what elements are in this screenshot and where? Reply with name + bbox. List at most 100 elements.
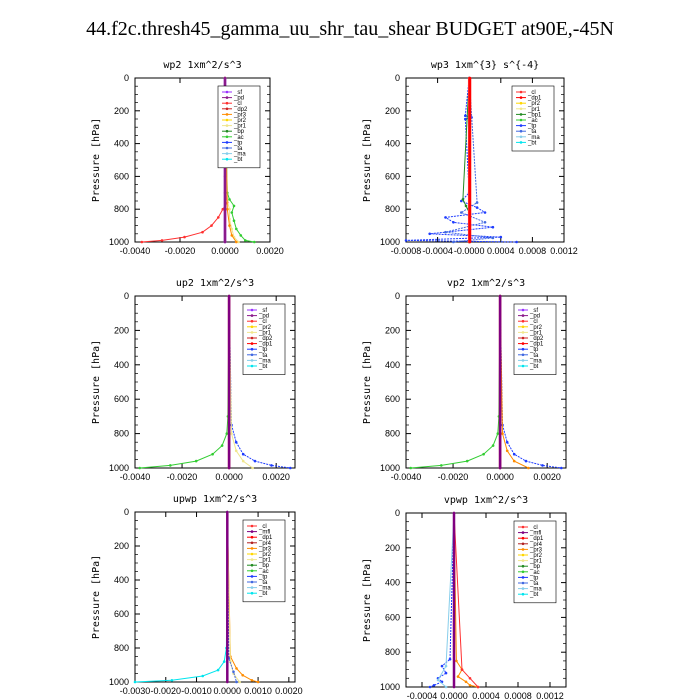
series-point <box>432 684 436 687</box>
x-tick-label: -0.0020 <box>167 472 198 482</box>
series-point <box>226 207 229 211</box>
x-tick-label: 0.0000 <box>215 472 243 482</box>
series-point <box>230 432 233 435</box>
series-point <box>235 680 238 684</box>
series-point <box>499 235 503 239</box>
series-point <box>501 432 504 435</box>
series-line <box>141 78 228 243</box>
series-point <box>498 294 502 298</box>
y-tick-label: 600 <box>114 609 129 619</box>
legend-marker <box>521 336 525 340</box>
series-point <box>223 76 227 80</box>
legend-entry: _dp1 <box>258 535 273 541</box>
series-point <box>476 685 480 689</box>
x-tick-label: 0.0004 <box>487 246 515 256</box>
series-line <box>410 295 501 469</box>
x-tick-label: 0.0000 <box>214 686 242 696</box>
y-tick-label: 600 <box>385 612 400 622</box>
legend-entry: _sf <box>233 90 242 96</box>
legend-entry: _ma <box>258 586 271 592</box>
legend-entry: _cl <box>529 525 538 531</box>
legend-marker <box>521 553 525 557</box>
y-tick-label: 0 <box>395 291 400 301</box>
panel-title: upwp 1xm^2/s^3 <box>173 494 257 505</box>
legend-entry: _tp <box>527 124 537 130</box>
series-point <box>541 464 544 467</box>
series-point <box>235 227 238 231</box>
legend-entry: _pr2 <box>258 552 272 558</box>
legend-entry: _pd <box>529 314 540 320</box>
legend-box <box>513 520 557 604</box>
chart-panel-3: up2 1xm^2/s^3 Pressure [hPa] 0 200 400 600 800… <box>91 278 296 482</box>
legend-entry: _bt <box>258 591 268 597</box>
legend-marker <box>521 564 525 568</box>
legend-entry: _ta <box>258 353 268 359</box>
y-tick-label: 0 <box>395 73 400 83</box>
series-point <box>475 206 479 209</box>
legend-entry: _mfl <box>529 531 541 537</box>
figure-title: 44.f2c.thresh45_gamma_uu_shr_tau_shear B… <box>86 18 614 40</box>
series-point <box>169 464 172 467</box>
x-tick-label: 0.0000 <box>486 472 514 482</box>
legend-entry: _bp1 <box>527 112 542 118</box>
legend-entry: _tp <box>529 575 539 581</box>
x-tick-label: 0.0020 <box>275 686 303 696</box>
series-point <box>483 221 487 224</box>
y-tick-label: 200 <box>114 541 129 551</box>
legend-marker <box>519 96 523 99</box>
legend-entry: _bp <box>529 564 541 570</box>
series-point <box>217 216 220 219</box>
series-point <box>222 660 226 663</box>
y-axis-label: Pressure [hPa] <box>91 118 102 202</box>
legend-marker <box>225 146 229 150</box>
legend-entry: _cl <box>527 90 536 96</box>
series-point <box>448 657 452 661</box>
series-point <box>461 198 465 201</box>
series-point <box>210 224 213 227</box>
legend-marker <box>519 124 523 127</box>
legend-marker <box>250 308 254 312</box>
x-tick-label: 0.0000 <box>211 246 239 256</box>
legend-marker <box>521 347 525 351</box>
legend-entry: _tp <box>258 347 268 353</box>
series-point <box>250 679 254 682</box>
legend-entry: _pr2 <box>258 325 272 331</box>
series-point <box>498 466 502 470</box>
series-point <box>133 680 137 684</box>
y-tick-label: 400 <box>385 360 400 370</box>
series-point <box>140 240 144 244</box>
legend-marker <box>519 129 523 133</box>
legend-entry: _tp <box>529 347 539 353</box>
y-tick-label: 800 <box>114 429 129 439</box>
series-point <box>232 219 236 222</box>
y-tick-label: 1000 <box>109 677 129 687</box>
series-point <box>239 234 243 237</box>
legend-marker <box>250 342 254 345</box>
series-line <box>405 77 517 243</box>
series-point <box>270 464 273 467</box>
legend-entry: _ma <box>527 135 540 141</box>
series-point <box>194 459 198 463</box>
y-tick-label: 1000 <box>380 463 400 473</box>
series-point <box>227 294 231 298</box>
legend-entry: _ac <box>258 569 269 575</box>
legend-marker <box>250 530 254 533</box>
series-point <box>460 668 464 671</box>
y-tick-label: 800 <box>385 204 400 214</box>
series-point <box>436 678 440 682</box>
chart-panel-5: upwp 1xm^2/s^3 Pressure [hPa] 0 200 400 600 80… <box>91 494 303 696</box>
legend-marker <box>521 525 525 529</box>
series-point <box>237 240 240 244</box>
legend-marker <box>521 587 525 590</box>
series-point <box>201 674 204 678</box>
series-line <box>429 512 455 688</box>
series-point <box>253 459 257 463</box>
y-tick-label: 0 <box>124 73 129 83</box>
y-tick-label: 200 <box>385 325 400 335</box>
series-point <box>221 207 225 211</box>
legend-marker <box>250 558 254 561</box>
legend-entry: _dp1 <box>258 342 273 348</box>
x-tick-label: -0.0030 <box>120 686 151 696</box>
legend-marker <box>521 364 525 368</box>
x-tick-label: 0.0020 <box>262 472 290 482</box>
